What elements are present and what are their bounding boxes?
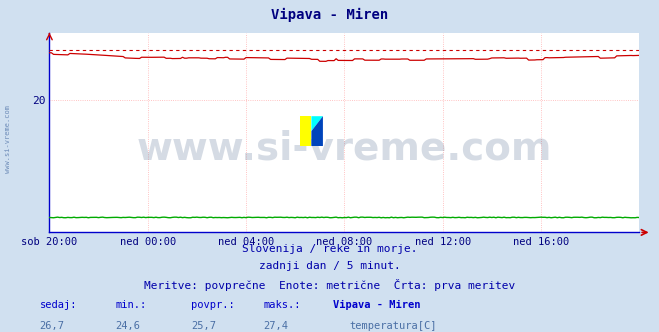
Text: min.:: min.:	[115, 300, 146, 310]
Polygon shape	[312, 116, 323, 131]
Text: Slovenija / reke in morje.: Slovenija / reke in morje.	[242, 244, 417, 254]
Text: povpr.:: povpr.:	[191, 300, 235, 310]
Text: sedaj:: sedaj:	[40, 300, 77, 310]
Text: zadnji dan / 5 minut.: zadnji dan / 5 minut.	[258, 261, 401, 271]
Text: www.si-vreme.com: www.si-vreme.com	[136, 130, 552, 168]
Text: Vipava - Miren: Vipava - Miren	[271, 8, 388, 23]
Text: 24,6: 24,6	[115, 321, 140, 331]
Text: 26,7: 26,7	[40, 321, 65, 331]
Text: temperatura[C]: temperatura[C]	[349, 321, 437, 331]
Text: 25,7: 25,7	[191, 321, 216, 331]
Text: Vipava - Miren: Vipava - Miren	[333, 300, 420, 310]
Text: www.si-vreme.com: www.si-vreme.com	[5, 106, 11, 173]
Polygon shape	[300, 116, 312, 146]
Text: Meritve: povprečne  Enote: metrične  Črta: prva meritev: Meritve: povprečne Enote: metrične Črta:…	[144, 279, 515, 290]
Text: 27,4: 27,4	[264, 321, 289, 331]
Polygon shape	[312, 116, 323, 146]
Text: maks.:: maks.:	[264, 300, 301, 310]
